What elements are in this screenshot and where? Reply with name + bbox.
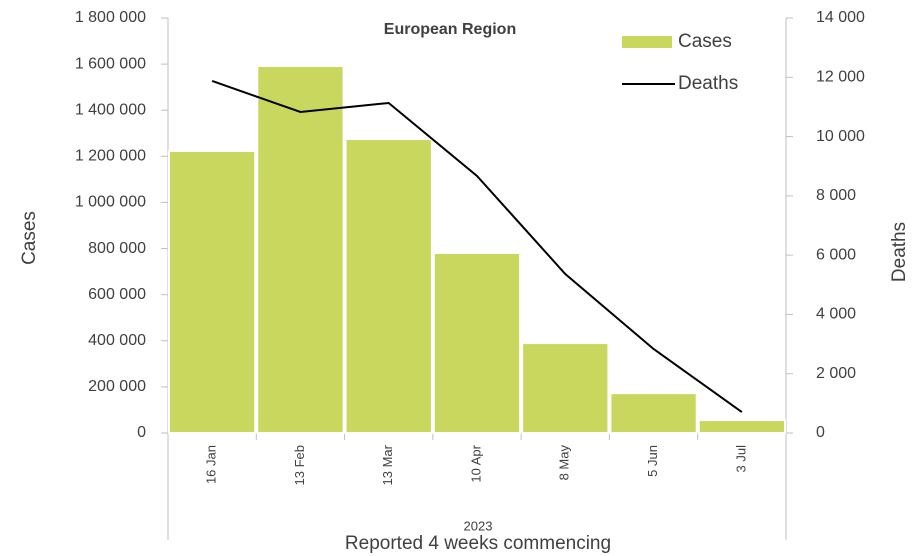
legend-label: Cases <box>678 31 732 52</box>
x-axis-sublabel: 2023 <box>464 518 493 533</box>
x-tick-label: 16 Jan <box>204 445 219 484</box>
y2-tick-label: 10 000 <box>816 128 865 145</box>
x-axis-label: Reported 4 weeks commencing <box>345 533 611 554</box>
y2-tick-label: 12 000 <box>816 69 865 86</box>
bar <box>168 150 257 434</box>
y-tick-label: 800 000 <box>88 240 146 257</box>
x-tick-label: 13 Feb <box>292 445 307 485</box>
y-tick-label: 1 000 000 <box>75 194 146 211</box>
x-tick-label: 3 Jul <box>733 445 748 473</box>
bar <box>432 251 522 434</box>
x-tick-label: 13 Mar <box>380 444 395 485</box>
y-tick-label: 400 000 <box>88 332 146 349</box>
bar <box>344 138 433 435</box>
y2-tick-label: 6 000 <box>816 246 856 263</box>
y-tick-label: 600 000 <box>88 286 146 303</box>
y-tick-label: 1 600 000 <box>75 55 146 72</box>
chart-title: European Region <box>384 21 516 38</box>
y-tick-label: 1 400 000 <box>75 101 146 118</box>
y2-tick-label: 4 000 <box>816 306 856 323</box>
legend-label: Deaths <box>678 73 738 94</box>
x-tick-label: 5 Jun <box>645 445 660 477</box>
line <box>211 80 743 413</box>
y-tick-label: 1 200 000 <box>75 148 146 165</box>
bar <box>256 64 345 434</box>
x-tick-label: 8 May <box>557 445 572 481</box>
bar <box>609 392 698 435</box>
y2-axis-label: Deaths <box>889 222 910 282</box>
x-tick-label: 10 Apr <box>468 444 483 482</box>
y-tick-label: 200 000 <box>88 378 146 395</box>
y2-tick-label: 14 000 <box>816 9 865 26</box>
y-tick-label: 1 800 000 <box>75 9 146 26</box>
y-tick-label: 0 <box>137 424 146 441</box>
y2-tick-label: 8 000 <box>816 187 856 204</box>
bar <box>521 342 610 435</box>
y-axis-label: Cases <box>19 211 40 265</box>
legend-swatch <box>622 36 672 48</box>
y2-tick-label: 0 <box>816 424 825 441</box>
y2-tick-label: 2 000 <box>816 365 856 382</box>
bar <box>697 419 787 435</box>
